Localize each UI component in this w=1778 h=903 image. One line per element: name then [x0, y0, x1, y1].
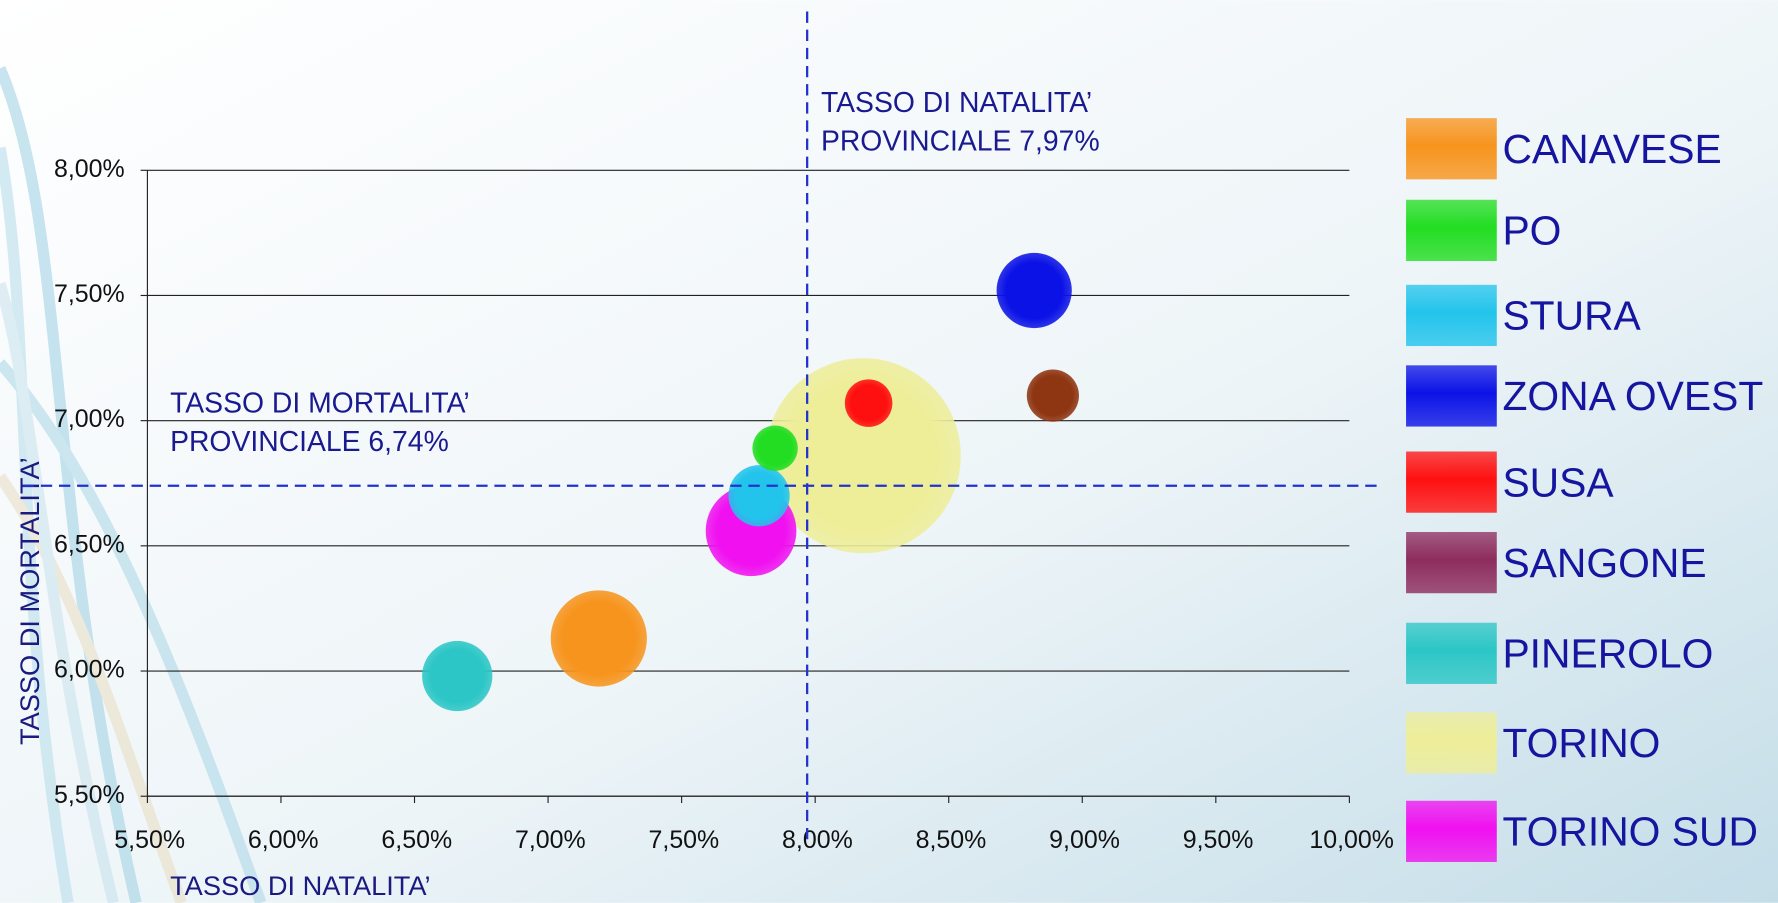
x-tick-label: 5,50%	[114, 826, 185, 854]
x-tick-label: 7,00%	[515, 826, 586, 854]
bubble	[422, 640, 493, 712]
legend-label: ZONA OVEST	[1502, 373, 1763, 419]
y-axis-title: TASSO DI MORTALITA’	[14, 457, 45, 745]
bubble	[550, 590, 647, 687]
legend-label: TORINO SUD	[1502, 809, 1757, 855]
legend-label: SUSA	[1502, 459, 1614, 505]
y-tick-label: 7,50%	[54, 280, 125, 308]
bubble	[728, 465, 790, 527]
bubble	[765, 358, 961, 554]
legend-label: SANGONE	[1502, 540, 1706, 586]
y-tick-label: 5,50%	[54, 781, 125, 809]
x-tick-label: 6,50%	[381, 826, 452, 854]
legend-label: CANAVESE	[1502, 126, 1721, 172]
x-tick-label: 8,00%	[782, 826, 853, 854]
decoration	[0, 66, 267, 903]
x-tick-label: 8,50%	[916, 826, 987, 854]
legend-swatch	[1406, 622, 1497, 684]
x-axis-title: TASSO DI NATALITA’	[170, 870, 430, 901]
y-tick-label: 6,50%	[54, 530, 125, 558]
bubble	[1026, 369, 1079, 422]
annotation: TASSO DI MORTALITA’	[170, 387, 470, 419]
x-tick-label: 9,50%	[1183, 826, 1254, 854]
legend-label: TORINO	[1502, 720, 1660, 766]
annotation: TASSO DI NATALITA’	[821, 87, 1092, 119]
x-tick-label: 7,50%	[649, 826, 720, 854]
bubble	[844, 379, 893, 427]
legend-swatch	[1406, 800, 1497, 862]
legend-label: STURA	[1502, 293, 1641, 339]
legend-swatch	[1406, 365, 1497, 427]
legend-label: PO	[1502, 208, 1561, 254]
annotation: PROVINCIALE 7,97%	[821, 126, 1100, 158]
legend-swatch	[1406, 532, 1497, 594]
y-tick-label: 6,00%	[54, 656, 125, 684]
annotation: PROVINCIALE 6,74%	[170, 426, 449, 458]
legend-swatch	[1406, 451, 1497, 513]
y-tick-label: 8,00%	[54, 155, 125, 183]
legend-swatch	[1406, 118, 1497, 180]
legend-swatch	[1406, 712, 1497, 774]
y-tick-label: 7,00%	[54, 405, 125, 433]
x-tick-label: 10,00%	[1309, 826, 1394, 854]
x-tick-label: 9,00%	[1049, 826, 1120, 854]
legend-swatch	[1406, 284, 1497, 347]
bubble	[752, 425, 798, 471]
legend-label: PINEROLO	[1502, 631, 1713, 677]
legend-swatch	[1406, 199, 1497, 261]
bubble	[996, 252, 1072, 329]
x-tick-label: 6,00%	[248, 826, 319, 854]
